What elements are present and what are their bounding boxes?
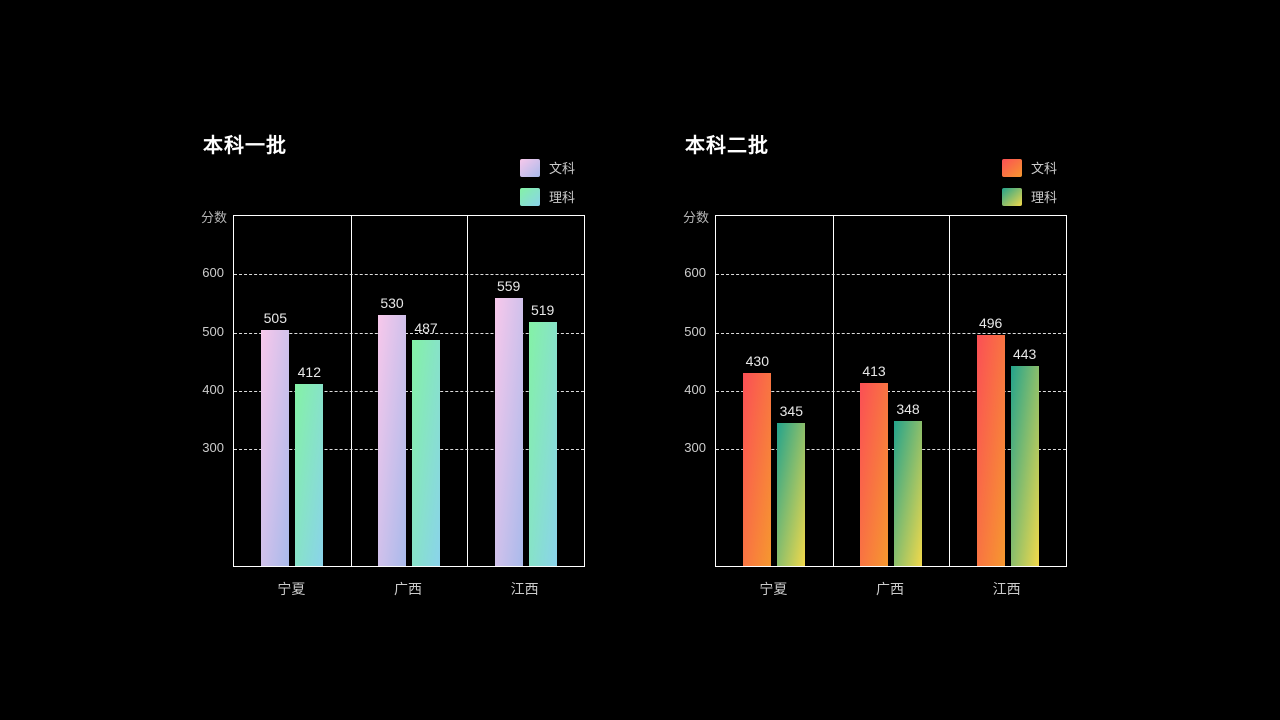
plot-area: 600 500 400 300 505 412 530 487 559 519 (202, 215, 585, 567)
legend-swatch-icon (520, 158, 540, 177)
gridline (716, 391, 1066, 392)
bar-理科-宁夏[interactable]: 345 (777, 403, 806, 566)
legend-label: 文科 (1031, 161, 1058, 176)
gridline (234, 449, 584, 451)
x-axis-labels: 宁夏 广西 江西 (715, 579, 1065, 599)
y-tick-label: 600 (202, 265, 224, 281)
gridline (716, 449, 1066, 451)
legend-item-文科[interactable]: 文科 (1002, 158, 1057, 177)
bar-rect[interactable] (261, 330, 290, 566)
plot-area: 600 500 400 300 430 345 413 348 496 443 (684, 215, 1067, 567)
legend-label: 理科 (549, 190, 576, 205)
x-axis-label-宁夏: 宁夏 (277, 581, 306, 597)
x-axis-label-江西: 江西 (992, 581, 1021, 597)
bar-rect[interactable] (412, 340, 440, 566)
gridline (716, 274, 1066, 276)
bar-文科-广西[interactable]: 413 (860, 363, 888, 566)
bar-文科-广西[interactable]: 530 (378, 295, 406, 566)
y-axis-name: 分数 (682, 210, 709, 225)
bar-value-label: 559 (496, 278, 521, 294)
bar-value-label: 430 (745, 353, 769, 369)
legend-item-文科[interactable]: 文科 (520, 158, 575, 177)
bar-文科-江西[interactable]: 496 (976, 315, 1005, 566)
bar-value-label: 348 (896, 401, 920, 417)
bar-rect[interactable] (976, 335, 1005, 566)
gridline (234, 391, 584, 392)
chart-benke-second-batch: 本科二批 文科理科 分数 600 500 400 300 430 345 413 348 496… (672, 120, 1112, 610)
bar-rect[interactable] (295, 384, 324, 566)
bar-rect[interactable] (1010, 366, 1039, 566)
y-tick-label: 400 (684, 382, 706, 397)
bar-rect[interactable] (743, 373, 772, 566)
bar-value-label: 345 (779, 403, 803, 419)
bar-value-label: 519 (530, 302, 555, 318)
x-axis-label-江西: 江西 (510, 581, 539, 597)
chart-benke-first-batch: 本科一批 文科理科 分数 600 500 400 300 505 412 530 487 559… (190, 120, 630, 610)
legend: 文科 理科 (520, 158, 575, 216)
bar-value-label: 505 (263, 310, 287, 326)
bar-rect[interactable] (494, 298, 523, 566)
bar-理科-广西[interactable]: 487 (412, 320, 440, 566)
y-tick-label: 400 (202, 382, 224, 397)
bar-文科-宁夏[interactable]: 505 (261, 310, 290, 566)
gridline (234, 274, 584, 276)
bar-value-label: 443 (1012, 346, 1037, 362)
y-tick-label: 300 (202, 440, 224, 456)
y-tick-label: 500 (202, 323, 224, 339)
bar-value-label: 530 (380, 295, 404, 311)
gridline (234, 332, 584, 334)
y-axis-name: 分数 (200, 210, 227, 225)
y-tick-label: 500 (684, 323, 706, 339)
chart-title: 本科一批 (203, 135, 287, 157)
bar-rect[interactable] (860, 383, 888, 566)
y-tick-label: 600 (684, 265, 706, 281)
legend-label: 理科 (1031, 190, 1058, 205)
legend-swatch-icon (520, 187, 540, 206)
bar-理科-江西[interactable]: 443 (1010, 346, 1039, 566)
bar-理科-广西[interactable]: 348 (894, 401, 922, 566)
x-axis-label-广西: 广西 (876, 581, 904, 597)
x-axis-labels: 宁夏 广西 江西 (233, 579, 583, 599)
bar-理科-江西[interactable]: 519 (528, 302, 557, 566)
x-axis-label-广西: 广西 (394, 581, 422, 597)
bar-rect[interactable] (777, 423, 806, 566)
bar-value-label: 412 (297, 364, 321, 380)
bar-理科-宁夏[interactable]: 412 (295, 364, 324, 566)
bar-rect[interactable] (894, 421, 922, 566)
bar-rect[interactable] (378, 315, 406, 566)
legend-item-理科[interactable]: 理科 (1002, 187, 1057, 206)
legend-label: 文科 (549, 161, 576, 176)
bar-文科-宁夏[interactable]: 430 (743, 353, 772, 566)
chart-title: 本科二批 (685, 135, 769, 157)
y-tick-label: 300 (684, 440, 706, 456)
bar-value-label: 496 (978, 315, 1003, 331)
legend-swatch-icon (1002, 158, 1022, 177)
bar-value-label: 487 (414, 320, 438, 336)
x-axis-label-宁夏: 宁夏 (759, 581, 788, 597)
bar-value-label: 413 (862, 363, 886, 379)
gridline (716, 332, 1066, 334)
bar-rect[interactable] (528, 322, 557, 566)
legend-item-理科[interactable]: 理科 (520, 187, 575, 206)
bar-文科-江西[interactable]: 559 (494, 278, 523, 566)
legend-swatch-icon (1002, 187, 1022, 206)
legend: 文科 理科 (1002, 158, 1057, 216)
